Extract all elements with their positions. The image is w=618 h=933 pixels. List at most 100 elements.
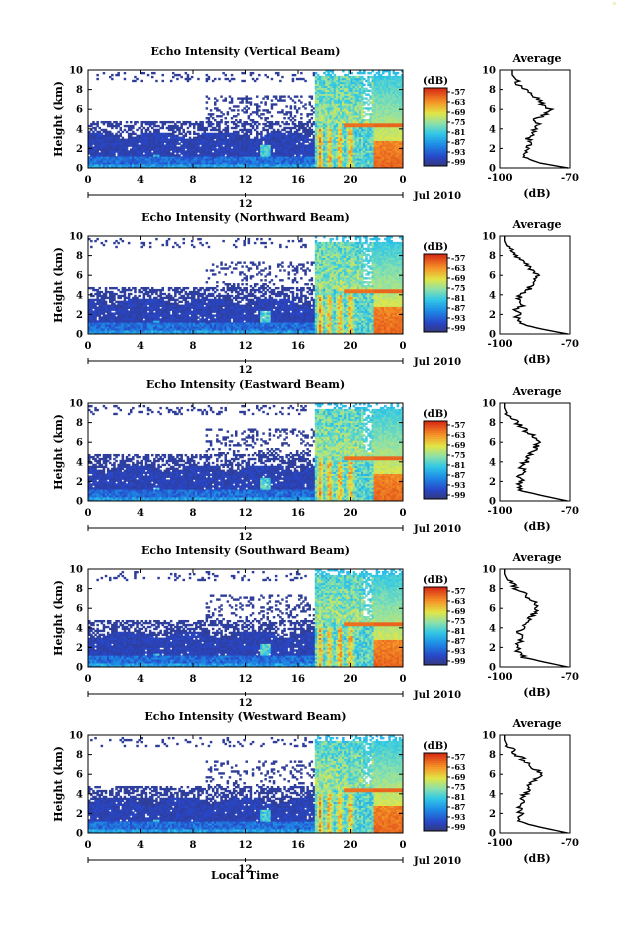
heatmap-cell: [267, 95, 270, 97]
heatmap-cell: [311, 95, 314, 97]
heatmap-cell: [231, 74, 234, 76]
heatmap-cell: [239, 119, 242, 121]
heatmap-cell: [124, 72, 127, 74]
heatmap-cell: [258, 74, 261, 76]
x-tick-label: 0: [85, 175, 92, 186]
heatmap-cell: [260, 117, 263, 119]
heatmap-cell: [258, 123, 261, 125]
heatmap-cell: [206, 101, 209, 103]
heatmap-cell: [130, 121, 133, 123]
heatmap-cell: [311, 117, 314, 119]
heatmap-cell: [103, 244, 106, 246]
x-tick-label: 12: [239, 175, 253, 186]
heatmap-cell: [237, 125, 240, 127]
heatmap-cell: [294, 74, 297, 76]
heatmap-cell: [115, 246, 118, 248]
colorbar-tick-label: -63: [451, 97, 466, 107]
heatmap-cell: [290, 105, 293, 107]
heatmap-cell: [304, 103, 307, 105]
heatmap-cell: [233, 109, 236, 111]
average-y-tick-label: 10: [482, 66, 496, 77]
y-tick-label: 8: [76, 85, 83, 96]
heatmap-cell: [248, 107, 251, 109]
heatmap-cell: [124, 78, 127, 80]
colorbar-tick-label: -57: [451, 87, 465, 97]
y-tick-label: 4: [76, 124, 83, 135]
colorbar-tick-label: -69: [451, 107, 466, 117]
panel-title: Echo Intensity (Northward Beam): [141, 211, 350, 224]
heatmap-cell: [296, 95, 299, 97]
heatmap-cells: [88, 70, 403, 168]
heatmap-cell: [225, 117, 228, 119]
x-tick-label: 8: [190, 175, 197, 186]
heatmap-cell: [300, 117, 303, 119]
panel-2: Echo Intensity (Northward Beam)0246810He…: [52, 211, 579, 376]
heatmap-cell: [90, 246, 93, 248]
heatmap-cell: [271, 115, 274, 117]
heatmap-cell: [176, 78, 179, 80]
heatmap-cell: [237, 105, 240, 107]
heatmap-cell: [153, 72, 156, 74]
heatmap-cell: [210, 109, 213, 111]
heatmap-cell: [214, 78, 217, 80]
y-tick-label: 10: [69, 66, 83, 77]
average-y-tick-label: 6: [489, 105, 496, 116]
heatmap-cell: [189, 131, 192, 133]
heatmap-cell: [220, 119, 223, 121]
heatmap-cell: [220, 95, 223, 97]
heatmap-cell: [258, 109, 261, 111]
heatmap-cell: [162, 74, 165, 76]
y-tick-label: 2: [76, 144, 83, 155]
heatmap-cell: [243, 80, 246, 82]
colorbar-tick-label: -93: [451, 147, 466, 157]
heatmap-cell: [117, 72, 120, 74]
panel-1: Echo Intensity (Vertical Beam)0246810Hei…: [52, 45, 579, 210]
heatmap-cell: [279, 80, 282, 82]
heatmap-cell: [227, 111, 230, 113]
average-title: Average: [511, 52, 561, 65]
heatmap-cell: [208, 76, 211, 78]
heatmap-cell: [120, 121, 123, 123]
heatmap-cell: [147, 74, 150, 76]
heatmap-cell: [281, 76, 284, 78]
heatmap-cell: [294, 101, 297, 103]
heatmap-cell: [275, 95, 278, 97]
heatmap-cell: [290, 111, 293, 113]
heatmap-cell: [304, 107, 307, 109]
heatmap-cell: [294, 115, 297, 117]
heatmap-cell: [309, 101, 312, 103]
heatmap-cell: [136, 78, 139, 80]
average-y-tick-label: 4: [489, 124, 496, 135]
heatmap-cell: [269, 111, 272, 113]
heatmap-cell: [275, 103, 278, 105]
average-y-tick-label: 8: [489, 85, 496, 96]
x-tick-label: 4: [137, 175, 144, 186]
heatmap-cell: [227, 125, 230, 127]
heatmap-cell: [105, 301, 108, 303]
heatmap-cell: [99, 287, 102, 289]
heatmap-cell: [103, 72, 106, 74]
heatmap-cell: [260, 101, 263, 103]
heatmap-cell: [277, 121, 280, 123]
heatmap-cell: [237, 109, 240, 111]
heatmap-cell: [271, 78, 274, 80]
heatmap-cell: [233, 78, 236, 80]
heatmap-cell: [155, 121, 158, 123]
heatmap-cell: [300, 113, 303, 115]
heatmap-cell: [201, 121, 204, 123]
date-label: Jul 2010: [413, 191, 461, 202]
y-tick-label: 6: [76, 105, 83, 116]
heatmap-cell: [283, 99, 286, 101]
colorbar-tick-label: -81: [451, 127, 465, 137]
average-y-tick-label: 2: [489, 144, 496, 155]
heatmap-cell: [111, 78, 114, 80]
heatmap-cell: [258, 105, 261, 107]
heatmap-cell: [300, 95, 303, 97]
x-tick-label: 16: [291, 175, 305, 186]
heatmap-cell: [180, 76, 183, 78]
heatmap-cell: [225, 97, 228, 99]
heatmap-cell: [363, 84, 366, 86]
panel-title: Echo Intensity (Vertical Beam): [150, 45, 340, 58]
heatmap-cell: [225, 74, 228, 76]
x-tick-label: 20: [344, 175, 358, 186]
